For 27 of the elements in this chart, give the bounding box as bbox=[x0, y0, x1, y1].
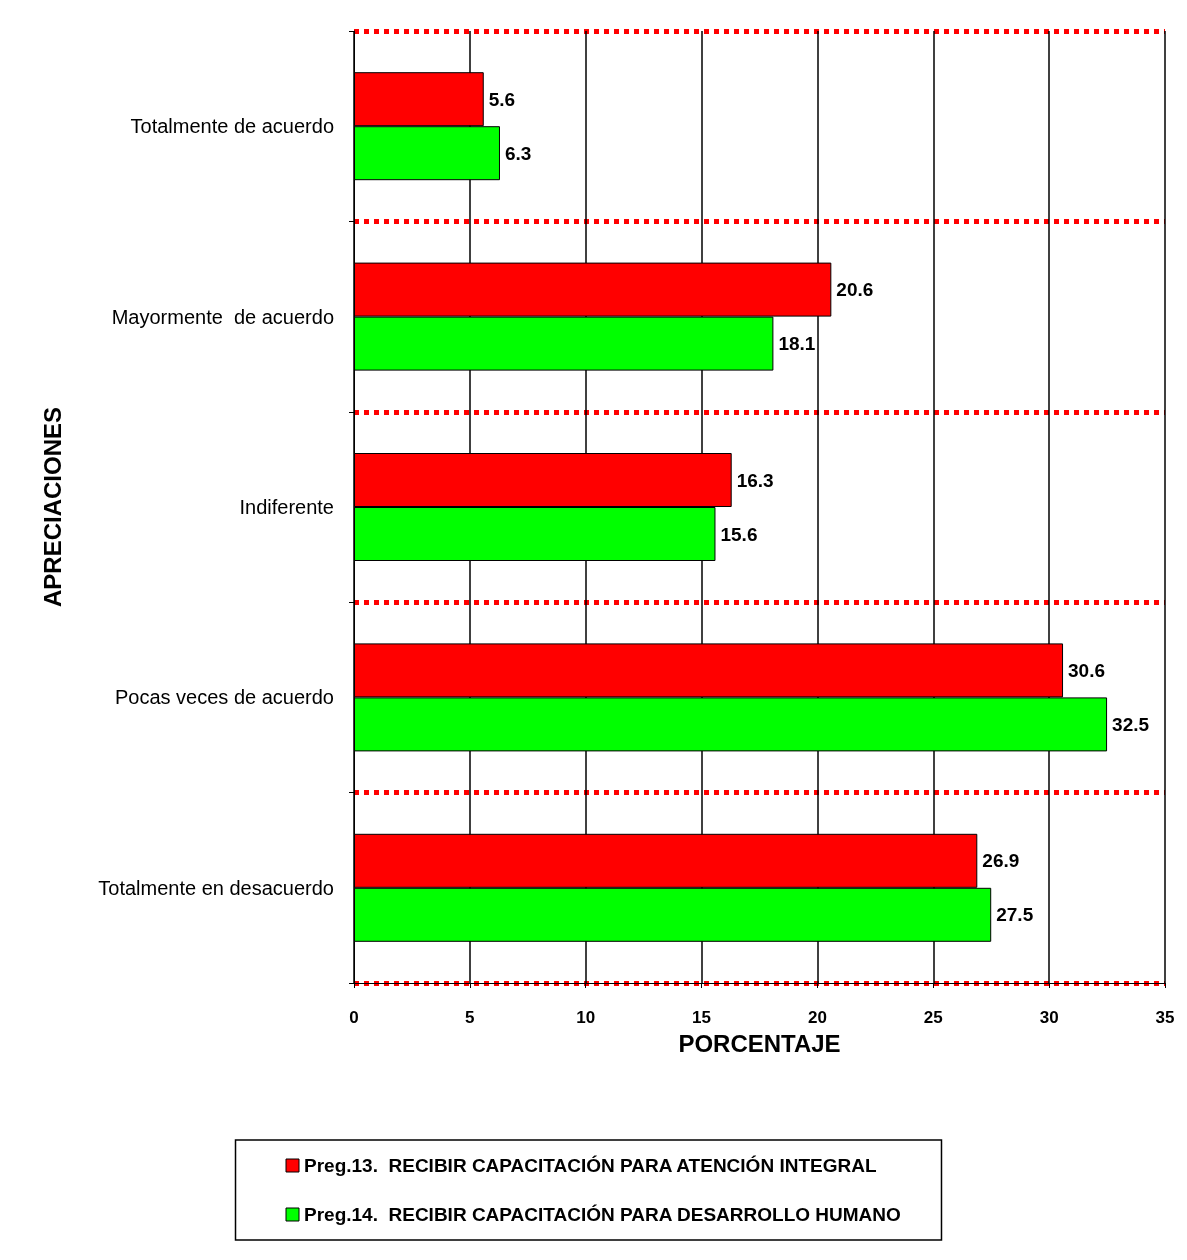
x-tick-label: 0 bbox=[349, 1008, 359, 1027]
y-tick-label: Totalmente en desacuerdo bbox=[98, 876, 334, 899]
x-tick-label: 20 bbox=[807, 1008, 827, 1027]
legend-label: Preg.13. RECIBIR CAPACITACIÓN PARA ATENCIÓN INTEGRAL bbox=[304, 1155, 877, 1176]
data-label: 6.3 bbox=[504, 142, 532, 164]
x-tick-label: 5 bbox=[465, 1008, 475, 1027]
legend-label: Preg.14. RECIBIR CAPACITACIÓN PARA DESARROLLO HUMANO bbox=[304, 1204, 901, 1225]
data-label: 15.6 bbox=[720, 523, 758, 545]
y-tick-label: Mayormente de acuerdo bbox=[111, 305, 334, 328]
data-label: 20.6 bbox=[836, 279, 874, 301]
x-tick-label: 10 bbox=[576, 1008, 596, 1027]
data-label: 27.5 bbox=[996, 904, 1034, 926]
data-label: 32.5 bbox=[1112, 713, 1150, 735]
data-label: 18.1 bbox=[778, 333, 816, 355]
x-axis-title: PORCENTAJE bbox=[678, 1029, 841, 1057]
data-label: 30.6 bbox=[1068, 659, 1106, 681]
y-tick-label: Pocas veces de acuerdo bbox=[114, 686, 334, 709]
data-label: 5.6 bbox=[488, 88, 516, 110]
x-tick-label: 30 bbox=[1039, 1008, 1059, 1027]
y-axis-title: APRECIACIONES bbox=[38, 406, 66, 608]
x-tick-label: 35 bbox=[1155, 1008, 1175, 1027]
data-label: 26.9 bbox=[982, 850, 1020, 872]
x-tick-label: 15 bbox=[692, 1008, 712, 1027]
data-label: 16.3 bbox=[736, 469, 774, 491]
y-tick-label: Totalmente de acuerdo bbox=[130, 115, 334, 138]
x-tick-label: 25 bbox=[923, 1008, 943, 1027]
y-tick-label: Indiferente bbox=[239, 496, 334, 518]
